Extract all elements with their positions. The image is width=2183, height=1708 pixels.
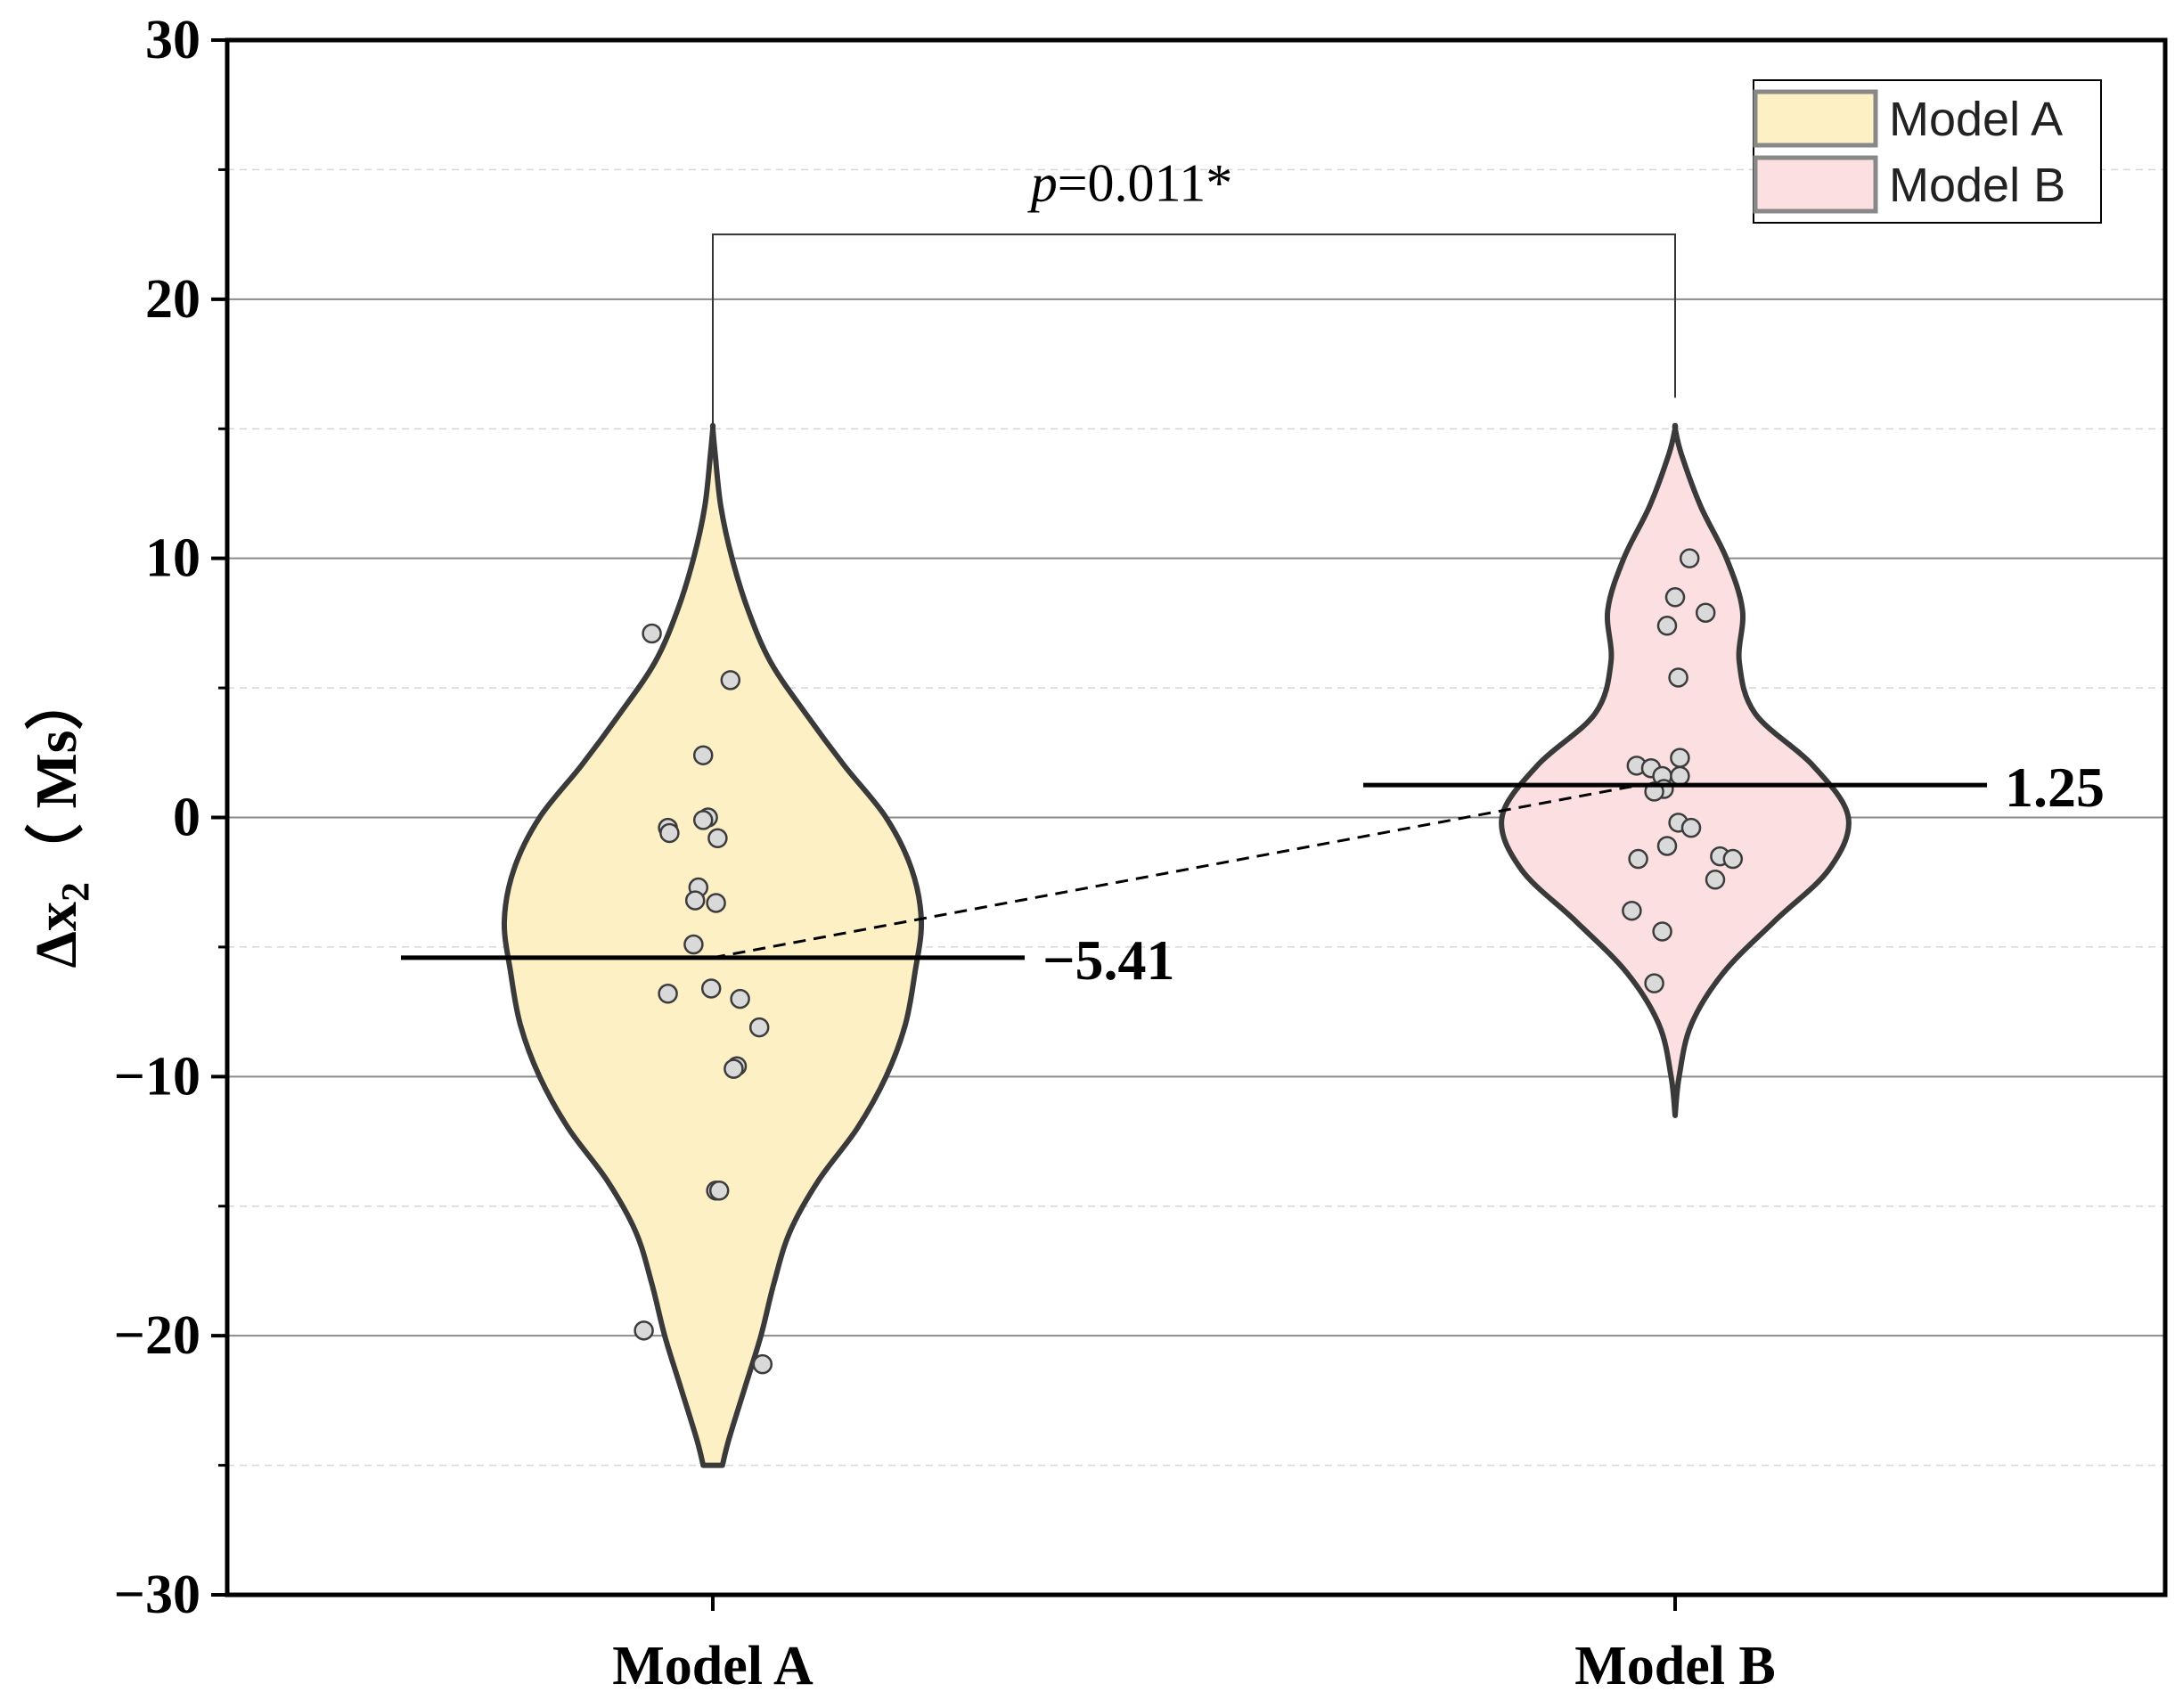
significance-bracket-line xyxy=(712,233,1676,429)
data-point xyxy=(724,1058,744,1079)
data-point xyxy=(1656,836,1678,856)
y-tick-label: 20 xyxy=(145,269,200,330)
y-tick-label: −20 xyxy=(114,1305,200,1366)
violin-model-a xyxy=(501,422,925,1468)
data-point xyxy=(748,1017,770,1038)
data-point xyxy=(706,893,726,913)
data-point xyxy=(692,810,714,830)
y-tick-label: −30 xyxy=(114,1565,200,1625)
data-point xyxy=(708,1181,730,1201)
p-value-label: p=0.011* xyxy=(1027,153,1233,212)
y-axis-title-subscript: 2 xyxy=(53,882,97,902)
y-tick-label: −10 xyxy=(114,1046,200,1107)
grid xyxy=(227,168,2165,1467)
data-point xyxy=(658,984,678,1004)
x-category-label-model-a: Model A xyxy=(612,1636,814,1696)
axes: 30 20 10 0 −10 −20 −30 xyxy=(114,10,2168,1625)
mean-label-model-a: −5.41 xyxy=(1042,928,1174,992)
data-point xyxy=(1705,870,1726,890)
data-point xyxy=(752,1353,773,1375)
data-point xyxy=(700,978,722,999)
legend-label-model-a: Model A xyxy=(1889,93,2063,146)
p-symbol: p xyxy=(1027,153,1058,212)
y-tick-label: 0 xyxy=(173,788,200,848)
data-point xyxy=(720,670,741,691)
significance-bracket: p=0.011* xyxy=(712,153,1676,429)
y-tick-label: 10 xyxy=(145,528,200,589)
y-axis-title: Δx2（ Ms） xyxy=(23,672,97,968)
data-point xyxy=(1680,817,1702,838)
violins xyxy=(501,422,1852,1468)
data-point xyxy=(634,1320,654,1341)
data-point xyxy=(1679,548,1700,568)
x-category-label-model-b: Model B xyxy=(1574,1636,1776,1696)
means: −5.41 1.25 xyxy=(401,756,2105,992)
legend-swatch-model-a xyxy=(1753,89,1878,148)
y-axis-title-base: Δx xyxy=(24,902,89,968)
legend: Model A Model B xyxy=(1753,79,2102,224)
mean-label-model-b: 1.25 xyxy=(2005,756,2105,819)
data-point xyxy=(1652,921,1672,942)
data-point xyxy=(1622,900,1642,921)
data-point xyxy=(1664,587,1686,608)
legend-label-model-b: Model B xyxy=(1889,159,2065,212)
data-point xyxy=(1670,748,1690,768)
data-point xyxy=(730,988,750,1009)
y-axis-title-unit: （ Ms） xyxy=(23,672,89,882)
y-tick-label: 30 xyxy=(145,10,200,70)
data-point xyxy=(642,623,662,644)
p-value: =0.011* xyxy=(1058,153,1233,212)
mean-connector xyxy=(712,783,1640,960)
data-point xyxy=(1644,973,1664,993)
data-point xyxy=(659,822,680,844)
legend-swatch-model-b xyxy=(1753,155,1878,214)
data-point xyxy=(1656,616,1678,636)
data-point xyxy=(683,934,704,955)
data-point xyxy=(692,745,714,765)
data-points xyxy=(634,548,1744,1375)
data-point xyxy=(1670,765,1690,787)
data-point xyxy=(684,890,706,911)
data-point xyxy=(1668,667,1688,688)
data-point xyxy=(707,828,728,849)
data-point xyxy=(1628,848,1648,870)
data-point xyxy=(1722,848,1744,870)
data-point xyxy=(1695,602,1716,623)
